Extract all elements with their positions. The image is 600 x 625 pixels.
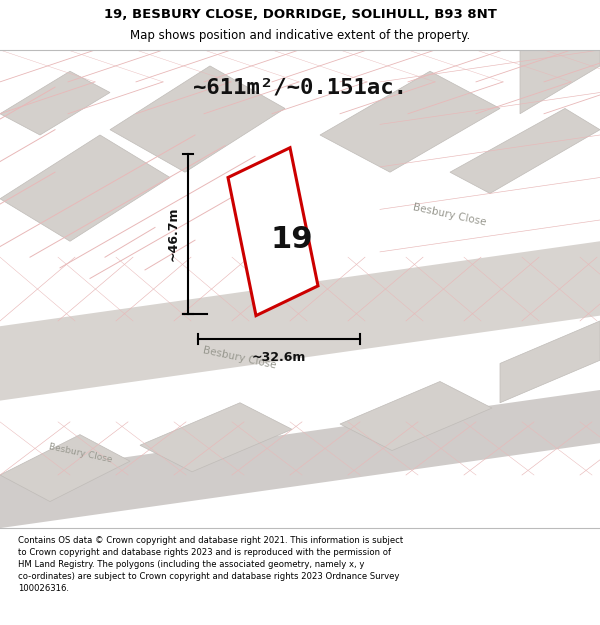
Text: 19, BESBURY CLOSE, DORRIDGE, SOLIHULL, B93 8NT: 19, BESBURY CLOSE, DORRIDGE, SOLIHULL, B…	[104, 8, 496, 21]
Polygon shape	[0, 71, 110, 135]
Polygon shape	[228, 148, 318, 316]
Polygon shape	[520, 50, 600, 114]
Text: Besbury Close: Besbury Close	[47, 442, 112, 465]
Polygon shape	[500, 321, 600, 402]
Polygon shape	[450, 109, 600, 194]
Polygon shape	[320, 71, 500, 172]
Text: Besbury Close: Besbury Close	[202, 346, 278, 371]
Polygon shape	[340, 381, 492, 451]
Text: 19: 19	[271, 224, 313, 254]
Polygon shape	[0, 434, 130, 501]
Text: ~611m²/~0.151ac.: ~611m²/~0.151ac.	[193, 77, 407, 97]
Polygon shape	[140, 402, 292, 472]
Polygon shape	[0, 390, 600, 528]
Polygon shape	[0, 241, 600, 401]
Polygon shape	[0, 135, 170, 241]
Text: Besbury Close: Besbury Close	[412, 202, 488, 228]
Text: ~46.7m: ~46.7m	[167, 206, 180, 261]
Text: Map shows position and indicative extent of the property.: Map shows position and indicative extent…	[130, 29, 470, 42]
Text: ~32.6m: ~32.6m	[252, 351, 306, 364]
Polygon shape	[110, 66, 285, 172]
Text: Contains OS data © Crown copyright and database right 2021. This information is : Contains OS data © Crown copyright and d…	[18, 536, 403, 594]
